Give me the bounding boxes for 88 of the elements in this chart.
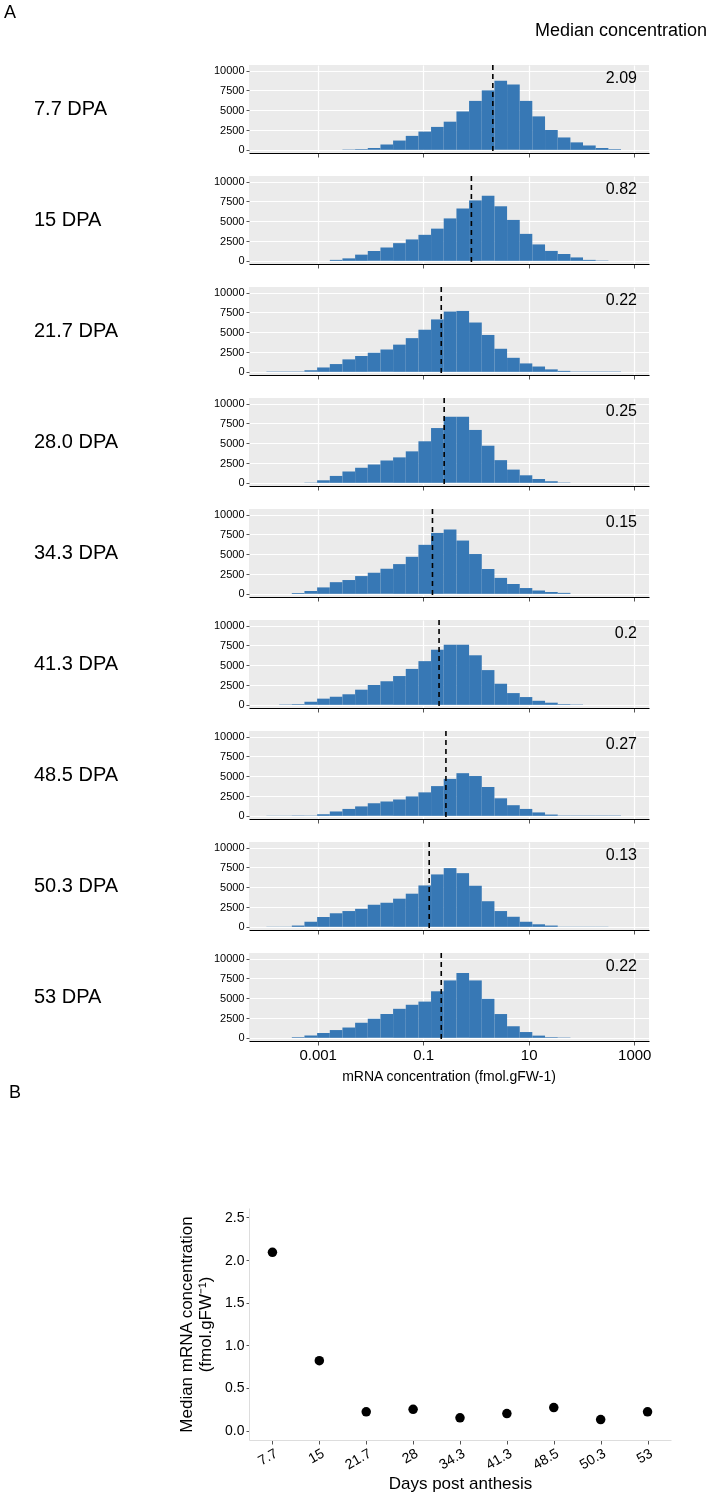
x-tick-label: 48.5 [529,1444,562,1473]
x-tick-label: 28 [399,1444,421,1467]
y-tick-label: 10000 [213,397,245,410]
text: 28.0 DPA [34,430,119,452]
y-tick-label: 2500 [220,567,245,580]
x-tick-label: 50.3 [576,1444,609,1473]
y-tick-label: 0 [238,809,245,822]
x-tick-label: 1000 [618,1045,652,1063]
text: 15 DPA [34,208,103,230]
y-tick-label: 10000 [213,841,245,854]
y-tick-label: 5000 [220,103,245,116]
y-tick-label: 2.0 [225,1251,245,1268]
text: Median concentration [534,20,707,40]
x-tick-label: 53 [633,1444,656,1467]
y-tick-label: 0 [238,476,245,489]
y-tick-label: 5000 [220,325,245,338]
ref-line-label: 0.25 [605,402,638,419]
ref-line-label: 0.22 [605,957,638,974]
x-tick-label: 10 [520,1045,538,1063]
y-tick-label: 7500 [220,971,245,984]
y-tick-label: 0 [238,698,245,711]
y-tick-label: 5000 [220,436,245,449]
y-tick-label: 7500 [220,527,245,540]
y-tick-label: 0 [238,587,245,600]
y-tick-label: 1.0 [225,1336,245,1353]
x-tick-label: 0.1 [413,1045,435,1063]
y-tick-label: 0 [238,254,245,267]
x-tick-label: 15 [305,1444,328,1467]
y-tick-label: 2500 [220,345,245,358]
y-tick-label: 2500 [220,234,245,247]
ref-line-label: 0.15 [605,513,638,530]
x-axis-title: mRNA concentration (fmol.gFW-1) [342,1068,556,1084]
y-tick-label: 7500 [220,194,245,207]
ref-line-label: 0.82 [605,180,638,197]
y-tick-label: 7500 [220,83,245,96]
x-tick-label: 7.7 [255,1444,281,1469]
x-tick-label: 0.001 [299,1045,337,1063]
y-tick-label: 5000 [220,547,245,560]
y-tick-label: 5000 [220,658,245,671]
ref-line-label: 0.22 [605,291,638,308]
y-tick-label: 5000 [220,769,245,782]
y-tick-label: 2500 [220,456,245,469]
y-tick-label: 2500 [220,900,245,913]
y-tick-label: 10000 [213,286,245,299]
y-tick-label: 7500 [220,305,245,318]
text: 34.3 DPA [34,541,119,563]
text: 21.7 DPA [34,319,119,341]
ref-line-label: 0.27 [605,735,638,752]
y-tick-label: 5000 [220,880,245,893]
x-tick-label: 21.7 [342,1444,374,1473]
text: 41.3 DPA [34,652,119,674]
x-axis-title: Days post anthesis [388,1474,533,1494]
y-tick-label: 2500 [220,678,245,691]
y-tick-label: 0 [238,365,245,378]
y-tick-label: 1.5 [225,1294,245,1311]
y-tick-label: 10000 [213,730,245,743]
y-tick-label: 10000 [213,952,245,965]
text: 50.3 DPA [34,874,119,896]
text: 53 DPA [34,985,103,1007]
x-tick-label: 41.3 [482,1444,515,1473]
y-tick-label: 0 [238,920,245,933]
y-tick-label: 10000 [213,64,245,77]
y-tick-label: 0.5 [225,1379,245,1396]
x-tick-label: 34.3 [435,1444,468,1473]
y-tick-label: 7500 [220,749,245,762]
y-tick-label: 7500 [220,638,245,651]
y-tick-label: 0.0 [225,1422,245,1439]
y-tick-label: 5000 [220,214,245,227]
y-tick-label: 2.5 [225,1208,245,1225]
y-tick-label: 0 [238,1031,245,1044]
ref-line-label: 2.09 [605,69,638,86]
text: B [9,1082,22,1102]
ref-line-label: 0.2 [614,624,638,641]
y-tick-label: 5000 [220,991,245,1004]
y-tick-label: 7500 [220,860,245,873]
y-tick-label: 7500 [220,416,245,429]
y-tick-label: 2500 [220,123,245,136]
text: 48.5 DPA [34,763,119,785]
y-tick-label: 2500 [220,789,245,802]
text: A [4,2,17,22]
ref-line-label: 0.13 [605,846,638,863]
y-tick-label: 10000 [213,175,245,188]
y-axis-title: Median mRNA concentration (fmol.gFW⁻¹) [177,1216,216,1433]
y-tick-label: 2500 [220,1011,245,1024]
y-tick-label: 10000 [213,619,245,632]
y-tick-label: 0 [238,143,245,156]
text: 7.7 DPA [34,97,108,119]
y-tick-label: 10000 [213,508,245,521]
